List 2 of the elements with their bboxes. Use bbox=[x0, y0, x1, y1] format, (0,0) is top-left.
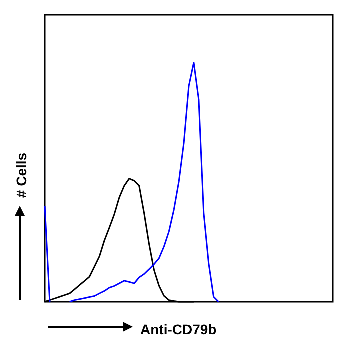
x-axis-title: Anti-CD79b bbox=[140, 322, 217, 338]
y-axis-title: # Cells bbox=[14, 152, 30, 198]
